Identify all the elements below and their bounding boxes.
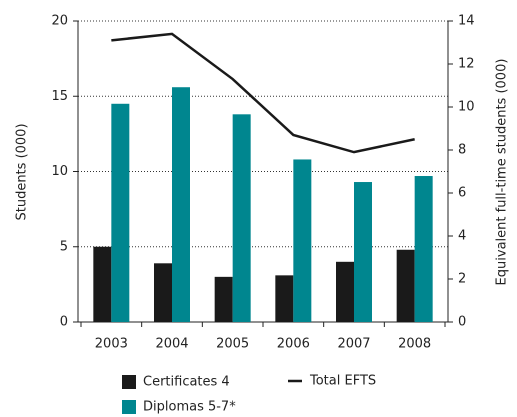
y2-tick-label: 6: [458, 186, 466, 201]
y2-tick-label: 12: [458, 57, 475, 72]
legend-label: Certificates 4: [143, 375, 230, 390]
line: [111, 32, 415, 154]
bar: [414, 176, 433, 322]
bar: [111, 103, 130, 323]
y-tick-label: 15: [51, 89, 68, 104]
x-tick-label: 2008: [398, 337, 431, 352]
y2-tick-label: 14: [458, 14, 475, 29]
y-tick-label: 5: [60, 239, 68, 254]
y2-tick-label: 0: [458, 315, 466, 330]
bar: [293, 159, 312, 322]
bar: [354, 182, 372, 322]
y2-tick-label: 2: [458, 272, 466, 287]
y-tick-label: 10: [51, 164, 68, 179]
x-tick-label: 2007: [337, 337, 370, 352]
y2-tick-label: 4: [458, 229, 466, 244]
x-tick-label: 2005: [216, 337, 249, 352]
y2-axis-title: Equivalent full-time students (000): [495, 59, 510, 286]
x-tick-label: 2006: [277, 337, 310, 352]
x-tick-label: 2004: [155, 337, 188, 352]
legend-label: Total EFTS: [309, 374, 376, 389]
bar: [275, 275, 294, 322]
bar: [93, 246, 112, 322]
legend-swatch: [122, 400, 136, 414]
bar: [214, 276, 233, 322]
bar: [336, 261, 354, 322]
bar: [154, 263, 172, 322]
y2-tick-label: 8: [458, 143, 466, 158]
y-axis-title: Students (000): [15, 123, 30, 220]
x-tick-label: 2003: [95, 337, 128, 352]
legend-label: Diplomas 5-7*: [143, 400, 236, 415]
bar: [232, 114, 251, 322]
y2-tick-label: 10: [458, 100, 475, 115]
y-tick-label: 0: [60, 315, 68, 330]
y-tick-label: 20: [51, 14, 68, 29]
bar: [172, 87, 190, 322]
bar: [396, 249, 415, 322]
legend-swatch: [122, 375, 136, 389]
